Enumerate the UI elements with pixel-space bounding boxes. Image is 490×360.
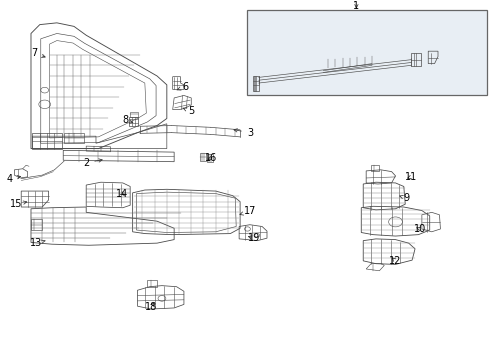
Text: 8: 8 bbox=[122, 115, 133, 125]
Text: 11: 11 bbox=[405, 172, 417, 182]
Text: 18: 18 bbox=[145, 302, 157, 312]
Text: 10: 10 bbox=[414, 224, 426, 234]
Text: 19: 19 bbox=[247, 233, 260, 243]
Text: 2: 2 bbox=[83, 158, 102, 168]
Text: 12: 12 bbox=[389, 256, 402, 266]
Text: 6: 6 bbox=[177, 82, 189, 91]
Text: 15: 15 bbox=[10, 199, 27, 209]
Text: 3: 3 bbox=[234, 128, 253, 138]
Text: 17: 17 bbox=[240, 206, 256, 216]
Text: 5: 5 bbox=[183, 107, 195, 116]
Text: 9: 9 bbox=[400, 193, 409, 203]
Text: 4: 4 bbox=[6, 174, 21, 184]
Text: 1: 1 bbox=[353, 1, 360, 11]
Bar bbox=[247, 10, 487, 95]
Text: 16: 16 bbox=[205, 153, 217, 163]
Text: 13: 13 bbox=[30, 238, 45, 248]
Text: 14: 14 bbox=[116, 189, 128, 199]
Text: 7: 7 bbox=[31, 48, 45, 58]
